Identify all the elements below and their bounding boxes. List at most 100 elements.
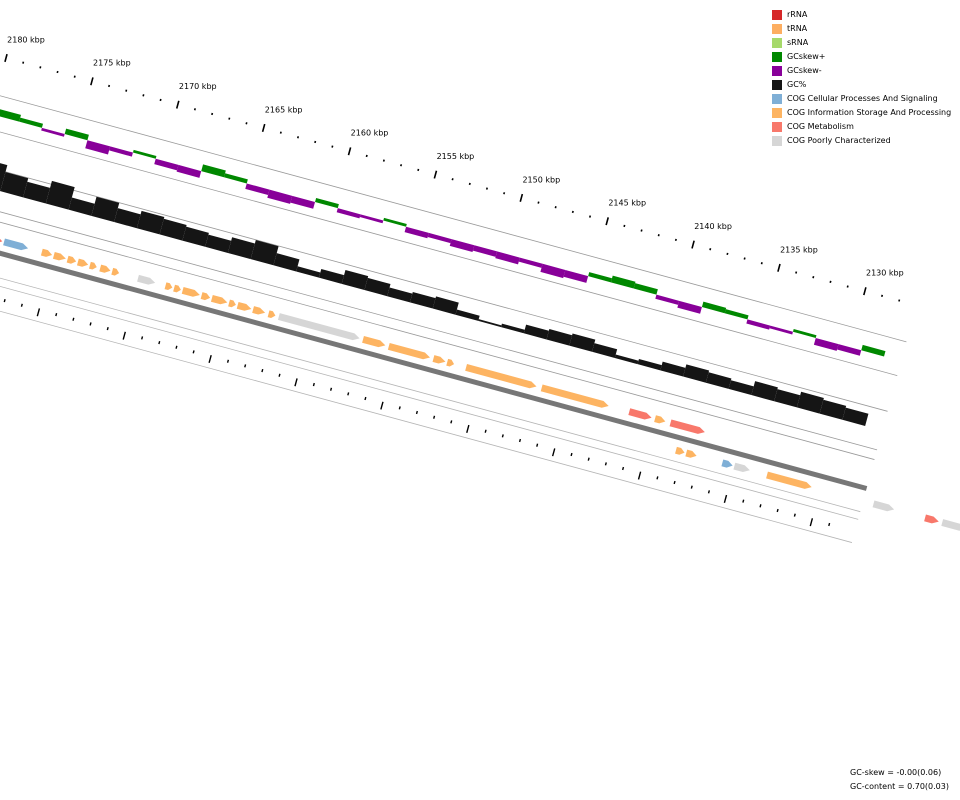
gc-skew-negative-bar (472, 245, 498, 257)
inner-tick (759, 504, 762, 508)
track-ring (0, 310, 853, 543)
gene-arrow-forward (446, 358, 455, 367)
inner-tick (398, 406, 401, 410)
major-tick (863, 287, 867, 296)
legend-item-cog-poorly: COG Poorly Characterized (772, 135, 958, 149)
track-ring (0, 285, 859, 520)
gc-percent-bar (614, 354, 639, 365)
inner-tick (621, 466, 625, 471)
inner-tick (742, 499, 745, 503)
gc-skew-positive-bar (588, 272, 612, 283)
inner-tick (551, 448, 556, 457)
gc-percent-bar (432, 296, 459, 315)
minor-tick (108, 84, 111, 88)
gc-percent-bar (159, 218, 187, 241)
gc-percent-bar (341, 269, 369, 291)
gene-arrow-forward (654, 415, 666, 424)
legend-item-cog-metabolism: COG Metabolism (772, 121, 958, 135)
gene-arrow-forward (0, 238, 3, 243)
minor-tick (812, 276, 815, 279)
legend-swatch (772, 122, 782, 132)
inner-tick (637, 471, 642, 480)
minor-tick (159, 98, 162, 102)
gc-skew-negative-bar (540, 263, 566, 279)
gc-skew-negative-bar (427, 232, 452, 244)
gene-arrow-forward (628, 408, 652, 420)
inner-tick (226, 359, 230, 363)
legend-item-srna: sRNA (772, 37, 958, 51)
inner-tick (415, 410, 418, 415)
minor-tick (39, 66, 42, 69)
gc-skew-negative-bar (746, 319, 771, 330)
gc-percent-bar (23, 181, 51, 204)
major-tick (90, 77, 94, 86)
gc-percent-bar (296, 266, 321, 278)
inner-tick (20, 303, 23, 307)
gene-arrow-forward (200, 292, 211, 301)
gene-arrow-forward (387, 342, 431, 360)
inner-tick (294, 378, 298, 387)
gc-skew-negative-bar (837, 344, 862, 356)
minor-tick (382, 159, 385, 162)
gene-arrow-forward (236, 301, 252, 311)
inner-tick (141, 336, 144, 340)
major-tick (691, 240, 695, 249)
gc-percent-bar (273, 253, 300, 272)
gene-arrow-forward (362, 335, 386, 348)
gc-percent-bar (387, 287, 413, 303)
inner-tick (793, 513, 796, 517)
minor-tick (571, 210, 574, 214)
inner-tick (3, 298, 6, 303)
legend-label: tRNA (787, 24, 808, 33)
gc-skew-stat: GC-skew = -0.00(0.06) (850, 768, 942, 777)
legend-swatch (772, 94, 782, 104)
major-tick (605, 217, 610, 226)
track-ring (0, 95, 907, 343)
minor-tick (211, 112, 214, 116)
gc-percent-bar (774, 389, 801, 408)
legend-swatch (772, 52, 782, 62)
minor-tick (245, 122, 248, 125)
major-tick (777, 263, 781, 272)
gene-arrow-forward (137, 274, 156, 285)
gc-skew-positive-bar (64, 128, 89, 141)
inner-tick (122, 331, 126, 340)
inner-tick (587, 457, 590, 461)
tick-label: 2180 kbp (7, 35, 45, 44)
gene-arrow-forward (540, 384, 609, 408)
gene-arrow-forward (111, 267, 120, 276)
gc-percent-bar (45, 180, 75, 210)
gc-skew-positive-bar (724, 309, 749, 320)
inner-tick (208, 354, 212, 364)
legend-item-trna: tRNA (772, 23, 958, 37)
gc-skew-negative-bar (41, 127, 65, 137)
inner-tick (192, 350, 195, 354)
legend-label: GC% (787, 80, 807, 89)
gc-skew-positive-bar (861, 344, 886, 357)
gene-arrow-forward (432, 355, 446, 364)
inner-tick (278, 373, 281, 377)
gene-arrow-forward (99, 264, 111, 273)
genome-backbone (0, 250, 868, 491)
gc-skew-negative-bar (655, 294, 680, 305)
gene-arrow-reverse (675, 446, 685, 455)
gene-arrow-forward (267, 310, 276, 319)
legend-label: GCskew+ (787, 52, 826, 61)
inner-tick (106, 326, 109, 331)
minor-tick (56, 70, 59, 74)
major-tick (4, 53, 8, 63)
tick-label: 2140 kbp (694, 222, 732, 231)
minor-tick (279, 131, 282, 134)
gene-arrow-reverse (941, 519, 960, 531)
inner-tick (673, 480, 676, 485)
gene-arrow-forward (164, 282, 173, 291)
gc-skew-negative-bar (154, 158, 179, 171)
legend-label: COG Cellular Processes And Signaling (787, 94, 938, 103)
gc-percent-bar (91, 196, 120, 223)
tick-label: 2130 kbp (866, 269, 904, 278)
gc-skew-positive-bar (223, 173, 248, 184)
gc-skew-negative-bar (336, 208, 361, 219)
gc-percent-bar (523, 324, 549, 340)
gc-skew-negative-bar (518, 257, 543, 268)
gc-skew-negative-bar (495, 251, 520, 265)
